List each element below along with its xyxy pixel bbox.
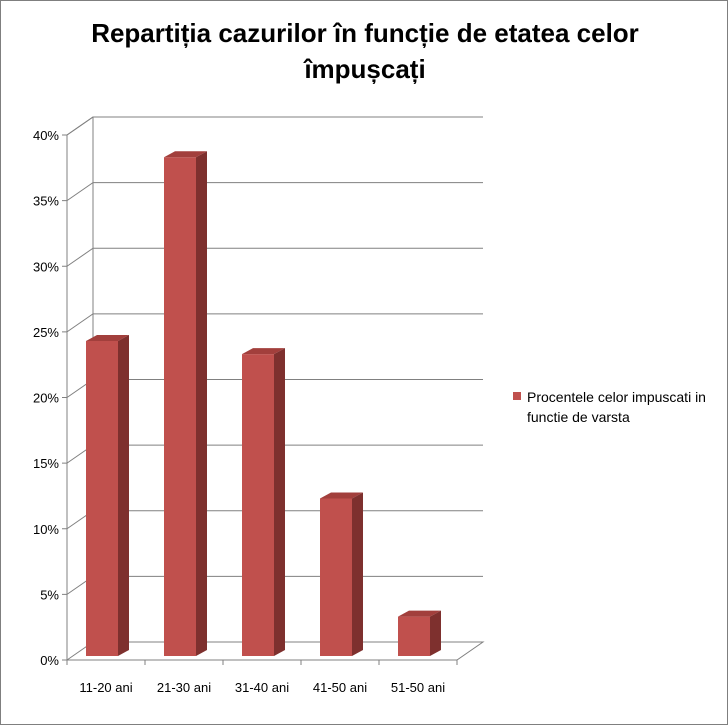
y-tick-label: 40%: [33, 128, 59, 143]
bar-front: [86, 341, 118, 656]
x-tick-label: 31-40 ani: [235, 680, 289, 695]
chart-title: Repartiția cazurilor în funcție de etate…: [91, 18, 639, 84]
bar-side: [196, 151, 207, 656]
bar-top: [242, 348, 285, 355]
gridline: [66, 116, 483, 136]
x-tick-label: 51-50 ani: [391, 680, 445, 695]
legend: Procentele celor impuscati in functie de…: [513, 387, 713, 427]
legend-label: Procentele celor impuscati in functie de…: [527, 389, 706, 425]
bar-front: [398, 616, 430, 656]
bar: [164, 151, 207, 656]
bar-side: [118, 335, 129, 656]
y-tick-label: 25%: [33, 325, 59, 340]
y-tick-label: 35%: [33, 194, 59, 209]
bar-top: [86, 335, 129, 341]
gridline: [66, 313, 483, 333]
bar-side: [430, 610, 441, 656]
y-tick-label: 10%: [33, 522, 59, 537]
x-tick-label: 11-20 ani: [79, 680, 132, 695]
y-tick-label: 5%: [40, 587, 59, 602]
x-tick-label: 41-50 ani: [313, 680, 367, 695]
gridline: [66, 182, 483, 202]
bar: [398, 610, 441, 656]
bar-front: [320, 498, 352, 656]
y-tick-label: 30%: [33, 259, 59, 274]
y-axis-ticks: 0% 5% 10% 15% 20% 25% 30% 35% 40%: [33, 128, 67, 668]
y-tick-label: 0%: [40, 653, 59, 668]
x-axis-ticks: 11-20 ani 21-30 ani 31-40 ani 41-50 ani 51-5…: [66, 659, 458, 695]
bar: [86, 335, 129, 656]
bar-top: [164, 151, 207, 158]
gridline: [66, 247, 483, 267]
x-tick-label: 21-30 ani: [157, 680, 211, 695]
bar-side: [274, 348, 285, 656]
bars: [86, 151, 441, 656]
y-tick-label: 20%: [33, 391, 59, 406]
bar-front: [242, 354, 274, 656]
y-tick-label: 15%: [33, 456, 59, 471]
bar-top: [320, 492, 363, 499]
bar-side: [352, 492, 363, 656]
bar: [242, 348, 285, 656]
bar-top: [398, 610, 441, 617]
bar-front: [164, 157, 196, 656]
legend-swatch: [513, 392, 521, 400]
bar: [320, 492, 363, 656]
